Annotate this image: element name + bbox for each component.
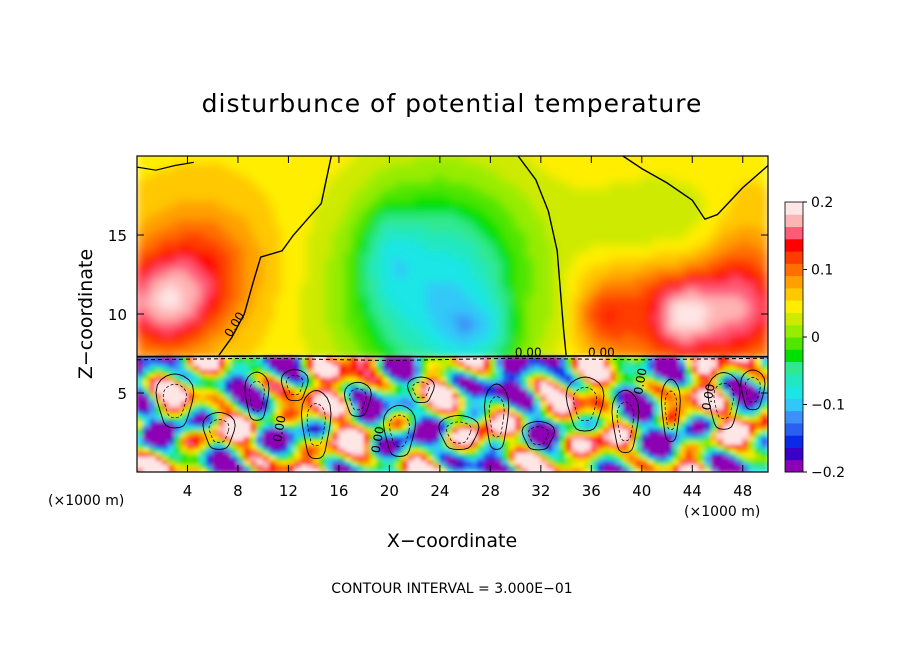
colorbar-swatch bbox=[785, 287, 803, 301]
x-tick-label: 28 bbox=[481, 482, 500, 500]
x-tick-label: 20 bbox=[380, 482, 399, 500]
x-tick-label: 8 bbox=[233, 482, 243, 500]
chart-title: disturbunce of potential temperature bbox=[202, 89, 703, 118]
x-tick-label: 40 bbox=[632, 482, 651, 500]
y-axis-ticks: 5 10 15 bbox=[108, 227, 768, 403]
x-tick-label: 24 bbox=[430, 482, 449, 500]
colorbar-swatch bbox=[785, 459, 803, 473]
colorbar-swatch bbox=[785, 410, 803, 424]
colorbar-tick-label: 0.2 bbox=[811, 195, 833, 211]
y-axis-label: Z−coordinate bbox=[75, 249, 97, 379]
field-upper bbox=[137, 156, 768, 360]
colorbar-swatch bbox=[785, 422, 803, 436]
colorbar-tick-label: −0.1 bbox=[811, 398, 845, 414]
colorbar-swatch bbox=[785, 324, 803, 338]
colorbar-swatch bbox=[785, 238, 803, 252]
contour-label: 0.00 bbox=[270, 414, 288, 443]
x-tick-label: 44 bbox=[683, 482, 702, 500]
colorbar-swatches bbox=[785, 202, 803, 473]
contour-labels: 0.000.00 0.000.000.000.00 0.00 bbox=[222, 309, 718, 454]
colorbar-tick-label: 0.1 bbox=[811, 263, 833, 279]
contour-lines bbox=[137, 156, 768, 460]
x-tick-label: 36 bbox=[582, 482, 601, 500]
colorbar: 0.2 0.1 0 −0.1 −0.2 bbox=[784, 195, 845, 481]
colorbar-swatch bbox=[785, 214, 803, 228]
x-tick-label: 16 bbox=[329, 482, 348, 500]
colorbar-swatch bbox=[785, 312, 803, 326]
colorbar-swatch bbox=[785, 251, 803, 264]
x-unit-right: (×1000 m) bbox=[684, 504, 760, 520]
contour-label: 0.00 bbox=[588, 346, 615, 360]
colorbar-swatch bbox=[785, 226, 803, 240]
colorbar-swatch bbox=[785, 447, 803, 461]
x-axis-ticks: 4 8 12 16 20 24 28 32 36 40 44 48 bbox=[183, 156, 752, 500]
contour-label: 0.00 bbox=[631, 367, 649, 396]
colorbar-swatch bbox=[785, 263, 803, 277]
y-tick-label: 10 bbox=[108, 306, 127, 324]
colorbar-swatch bbox=[785, 361, 803, 375]
contour-interval-note: CONTOUR INTERVAL = 3.000E−01 bbox=[331, 581, 572, 597]
colorbar-swatch bbox=[785, 275, 803, 289]
contour-label: 0.00 bbox=[515, 346, 542, 360]
colorbar-swatch bbox=[785, 386, 803, 399]
contour-label: 0.00 bbox=[369, 425, 387, 454]
colorbar-swatch bbox=[785, 398, 803, 412]
y-tick-label: 15 bbox=[108, 227, 127, 245]
field-lower bbox=[137, 356, 768, 472]
plot-area: 0.000.00 0.000.000.000.00 0.00 4 8 12 16 20 24 2… bbox=[108, 155, 769, 500]
x-tick-label: 32 bbox=[531, 482, 550, 500]
colorbar-swatch bbox=[785, 349, 803, 363]
contour-label: 0.00 bbox=[699, 383, 717, 412]
x-tick-label: 48 bbox=[733, 482, 752, 500]
colorbar-swatch bbox=[785, 337, 803, 350]
x-tick-label: 12 bbox=[279, 482, 298, 500]
colorbar-tick-label: 0 bbox=[811, 330, 820, 346]
colorbar-swatch bbox=[785, 373, 803, 387]
colorbar-swatch bbox=[785, 300, 803, 313]
colorbar-swatch bbox=[785, 202, 803, 215]
colorbar-swatch bbox=[785, 435, 803, 448]
colorbar-ticks: 0.2 0.1 0 −0.1 −0.2 bbox=[803, 195, 845, 481]
x-unit-left: (×1000 m) bbox=[48, 493, 124, 509]
x-axis-label: X−coordinate bbox=[387, 530, 517, 552]
colorbar-tick-label: −0.2 bbox=[811, 465, 845, 481]
x-tick-label: 4 bbox=[183, 482, 193, 500]
y-tick-label: 5 bbox=[117, 385, 127, 403]
